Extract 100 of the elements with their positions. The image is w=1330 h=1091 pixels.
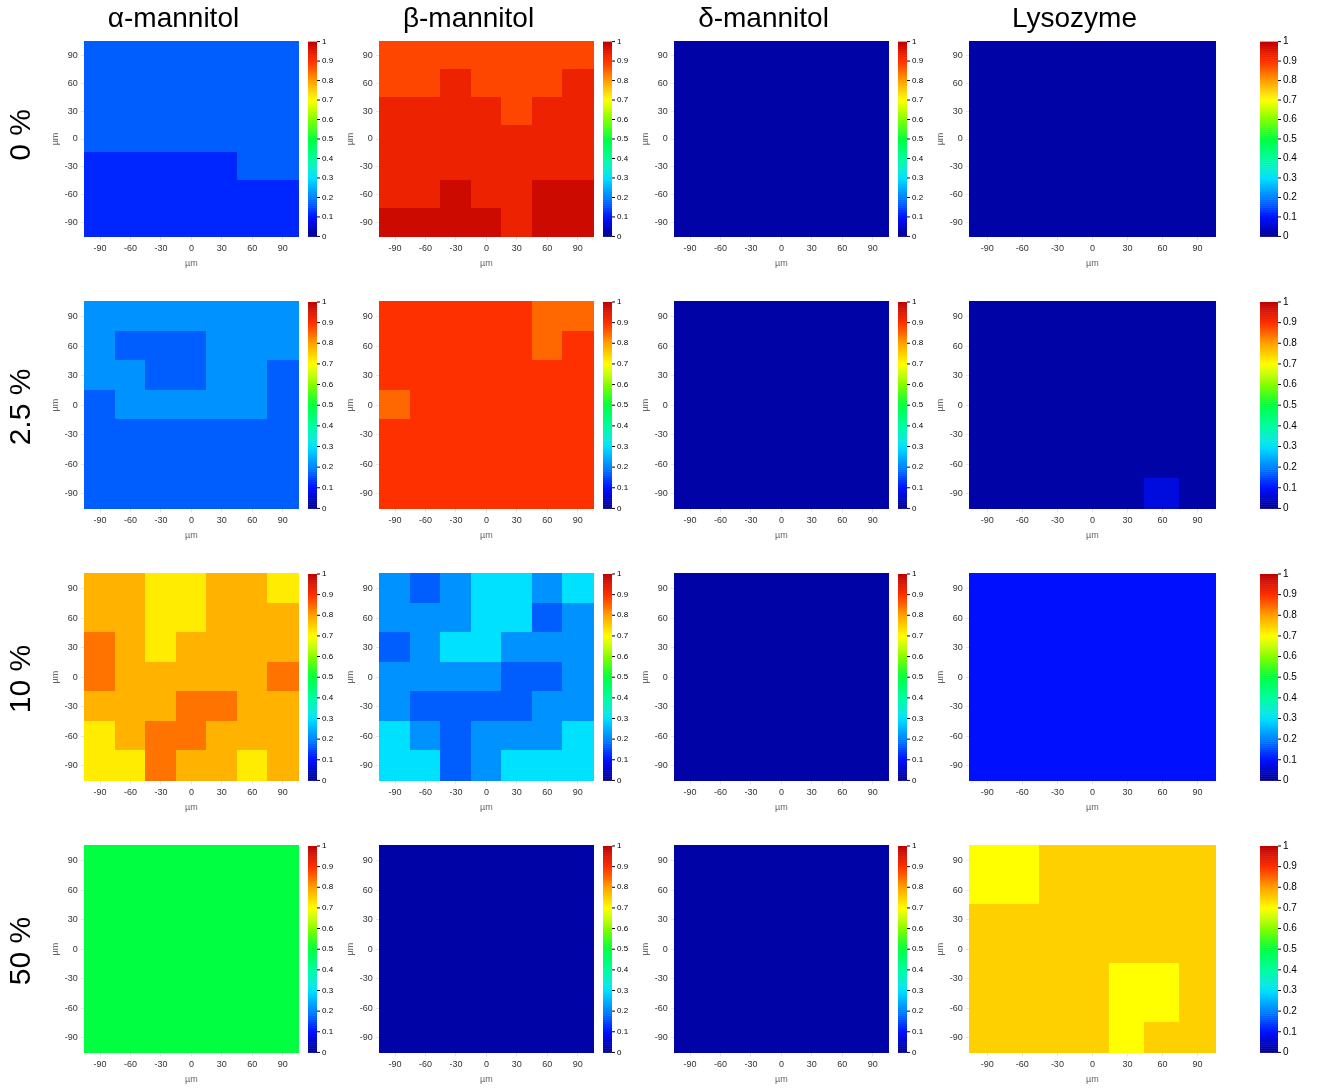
y-axis-title: µm (639, 398, 650, 412)
color-bar-label: 0.6 (617, 923, 629, 933)
color-bar-label: 0.2 (322, 462, 334, 472)
color-bar-label: 0.4 (617, 153, 629, 163)
y-tick-label: 90 (362, 855, 373, 866)
color-bar-label: 0.7 (1283, 901, 1298, 913)
color-bar-label: 1 (322, 569, 327, 579)
x-tick-label: -60 (1015, 243, 1029, 254)
x-tick-label: -90 (388, 243, 402, 254)
x-tick-label: 30 (806, 515, 817, 526)
y-tick-label: -90 (654, 760, 668, 771)
color-bar-label: 0 (322, 503, 327, 513)
y-tick-label: -60 (359, 730, 373, 741)
x-tick-label: -90 (980, 243, 994, 254)
y-tick-label: 60 (657, 77, 668, 88)
color-bar-label: 0.3 (912, 173, 924, 183)
x-axis-title: µm (185, 530, 198, 541)
color-bar-label: 0.8 (1283, 74, 1298, 86)
x-tick-label: -90 (388, 515, 402, 526)
x-tick-label: 60 (1157, 787, 1168, 798)
color-bar-label: 0.2 (1283, 191, 1298, 203)
color-bar-label: 0.9 (322, 56, 334, 66)
color-bar-label: 0.5 (617, 134, 629, 144)
x-tick-label: 0 (483, 243, 489, 254)
color-bar-label: 0.2 (1283, 460, 1298, 472)
y-tick-label: 60 (67, 340, 78, 351)
y-tick-label: -30 (359, 161, 373, 172)
color-bar-label: 0.5 (1283, 398, 1298, 410)
y-tick-label: 30 (67, 642, 78, 653)
x-axis-title: µm (775, 1074, 788, 1085)
x-tick-label: 60 (1157, 1059, 1168, 1070)
y-tick-label: -90 (949, 760, 963, 771)
color-bar-label: 0.1 (1283, 753, 1298, 765)
x-tick-label: 60 (1157, 243, 1168, 254)
y-axis-title: µm (344, 670, 355, 684)
color-bar-label: 1 (1283, 839, 1289, 851)
y-tick-label: -30 (654, 161, 668, 172)
x-tick-label: -60 (1015, 1059, 1029, 1070)
color-bar-label: 0.3 (912, 985, 924, 995)
color-bar-label: 0.5 (322, 672, 334, 682)
x-tick-label: -60 (123, 515, 137, 526)
color-bar-label: 0 (322, 1047, 327, 1057)
color-bar-label: 0 (1283, 230, 1289, 242)
color-bar-label: 1 (1283, 295, 1289, 307)
color-bar-label: 0.8 (322, 610, 334, 620)
y-axis-title: µm (639, 670, 650, 684)
y-tick-label: 60 (657, 340, 668, 351)
color-bar-label: 0.5 (322, 134, 334, 144)
color-bar-label: 0.4 (912, 693, 924, 703)
color-bar-label: 0.7 (912, 95, 924, 105)
color-bar-label: 0.3 (322, 173, 334, 183)
x-tick-label: -90 (388, 787, 402, 798)
y-tick-label: 30 (362, 642, 373, 653)
color-bar-label: 0.5 (322, 400, 334, 410)
y-axis-title: µm (934, 670, 945, 684)
x-tick-label: -30 (449, 1059, 463, 1070)
y-tick-label: 90 (67, 583, 78, 594)
x-tick-label: 30 (806, 787, 817, 798)
x-tick-label: -30 (1050, 515, 1064, 526)
color-bar-label: 0.2 (1283, 1004, 1298, 1016)
y-tick-label: 30 (67, 914, 78, 925)
y-tick-label: -30 (654, 973, 668, 984)
color-bar-label: 0.7 (1283, 93, 1298, 105)
color-bar-label: 0.1 (1283, 210, 1298, 222)
x-axis-title: µm (185, 1074, 198, 1085)
color-bar-label: 0.9 (1283, 588, 1298, 600)
x-axis-title: µm (1086, 258, 1099, 269)
y-tick-label: -60 (949, 1002, 963, 1013)
color-bar-label: 0.4 (617, 965, 629, 975)
x-tick-label: 60 (837, 515, 848, 526)
color-bar-label: 0.8 (912, 882, 924, 892)
x-tick-label: -30 (449, 515, 463, 526)
y-tick-label: 90 (952, 311, 963, 322)
color-bar-label: 0.5 (912, 134, 924, 144)
color-bar-label: 0.2 (912, 462, 924, 472)
y-tick-label: 30 (657, 642, 668, 653)
y-tick-label: -90 (64, 488, 78, 499)
x-tick-label: -30 (1050, 243, 1064, 254)
x-tick-label: -90 (980, 787, 994, 798)
color-bar-label: 0.2 (322, 1006, 334, 1016)
color-bar-label: 0.3 (322, 713, 334, 723)
x-axis-title: µm (775, 802, 788, 813)
y-tick-label: 60 (952, 340, 963, 351)
color-bar-label: 0.2 (912, 734, 924, 744)
color-bar-label: 0.4 (912, 421, 924, 431)
y-tick-label: 0 (957, 671, 963, 682)
x-tick-label: 0 (778, 1059, 784, 1070)
y-tick-label: 60 (362, 77, 373, 88)
color-bar-label: 0.5 (912, 944, 924, 954)
color-bar-label: 1 (912, 297, 917, 307)
y-tick-label: 0 (367, 671, 373, 682)
y-tick-label: -90 (359, 760, 373, 771)
color-bar-label: 0.8 (617, 75, 629, 85)
color-bar-label: 0.9 (1283, 316, 1298, 328)
y-tick-label: 0 (72, 133, 78, 144)
x-tick-label: -30 (154, 515, 168, 526)
x-tick-label: -30 (154, 787, 168, 798)
x-axis-title: µm (185, 802, 198, 813)
y-tick-label: -60 (64, 730, 78, 741)
y-axis-title: µm (344, 942, 355, 956)
